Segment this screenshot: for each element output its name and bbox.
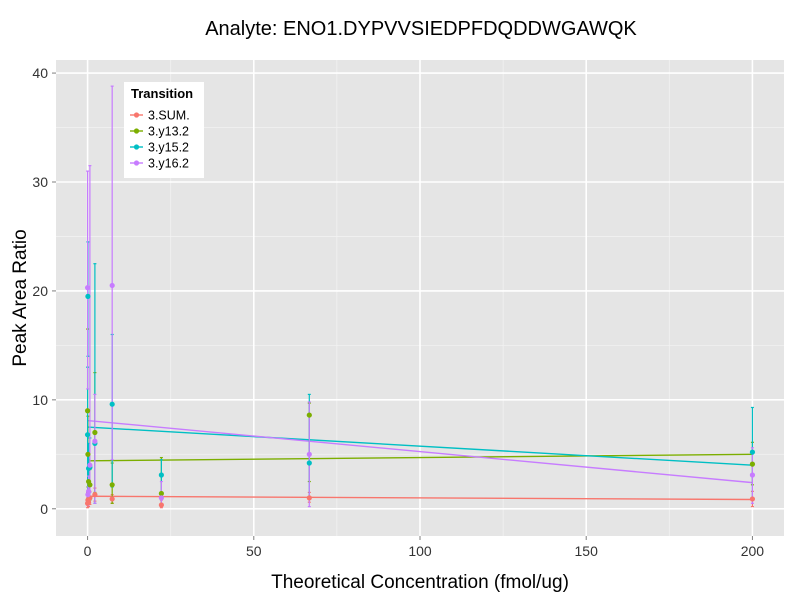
data-point: [92, 429, 98, 436]
legend-label: 3.y15.2: [148, 141, 189, 155]
legend: Transition 3.SUM. 3.y13.2 3.y15.2 3.y16.2: [124, 82, 204, 178]
data-point: [158, 495, 164, 501]
data-point: [158, 472, 164, 478]
fit-lines: [87, 419, 753, 501]
data-point: [85, 488, 92, 494]
y-tick-label: 10: [32, 392, 48, 408]
data-point: [306, 451, 312, 457]
major-gridlines: [56, 60, 784, 536]
chart-title: Analyte: ENO1.DYPVVSIEDPFDQDDWGAWQK: [205, 18, 637, 40]
fit-line: [87, 495, 753, 501]
data-point: [85, 451, 91, 457]
data-point: [306, 460, 312, 466]
legend-items: 3.SUM. 3.y13.2 3.y15.2 3.y16.2: [130, 109, 190, 171]
y-tick-label: 20: [32, 283, 48, 299]
data-point: [84, 285, 91, 291]
y-tick-label: 0: [40, 501, 48, 517]
data-point: [92, 492, 98, 498]
x-axis-title: Theoretical Concentration (fmol/ug): [271, 572, 569, 593]
fit-line: [87, 453, 753, 462]
data-point: [158, 490, 164, 497]
x-tick-label: 200: [741, 543, 765, 559]
fit-line: [87, 419, 753, 484]
data-point: [109, 282, 115, 289]
legend-key-point: [133, 160, 140, 166]
legend-key-point: [133, 128, 140, 134]
x-tick-label: 100: [408, 543, 432, 559]
y-axis: 0 10 20 30 40: [32, 65, 56, 517]
legend-title: Transition: [131, 86, 193, 101]
y-tick-label: 30: [32, 174, 48, 190]
data-point: [85, 293, 91, 299]
fit-line: [87, 426, 753, 466]
x-tick-label: 50: [246, 543, 262, 559]
data-point: [109, 496, 115, 502]
data-point: [749, 461, 756, 467]
data-point: [749, 496, 756, 502]
data-point: [109, 401, 115, 407]
legend-label: 3.y13.2: [148, 125, 189, 139]
y-axis-title: Peak Area Ratio: [10, 229, 31, 366]
data-point: [87, 482, 93, 488]
data-point: [749, 449, 756, 455]
data-point: [87, 462, 93, 468]
data-point: [109, 482, 115, 488]
legend-key-point: [133, 144, 140, 150]
legend-label: 3.y16.2: [148, 157, 189, 171]
x-tick-label: 0: [84, 543, 92, 559]
data-point: [85, 499, 92, 505]
data-point: [306, 495, 312, 501]
legend-key-point: [133, 112, 140, 118]
data-point: [84, 408, 91, 414]
x-axis: 0 50 100 150 200: [84, 536, 765, 559]
data-point: [306, 412, 312, 418]
data-point: [92, 438, 98, 444]
y-tick-label: 40: [32, 65, 48, 81]
data-point: [749, 472, 756, 478]
data-point: [84, 432, 91, 438]
data-point: [158, 502, 164, 508]
legend-label: 3.SUM.: [148, 109, 190, 123]
x-tick-label: 150: [575, 543, 599, 559]
data-points: [84, 282, 756, 508]
